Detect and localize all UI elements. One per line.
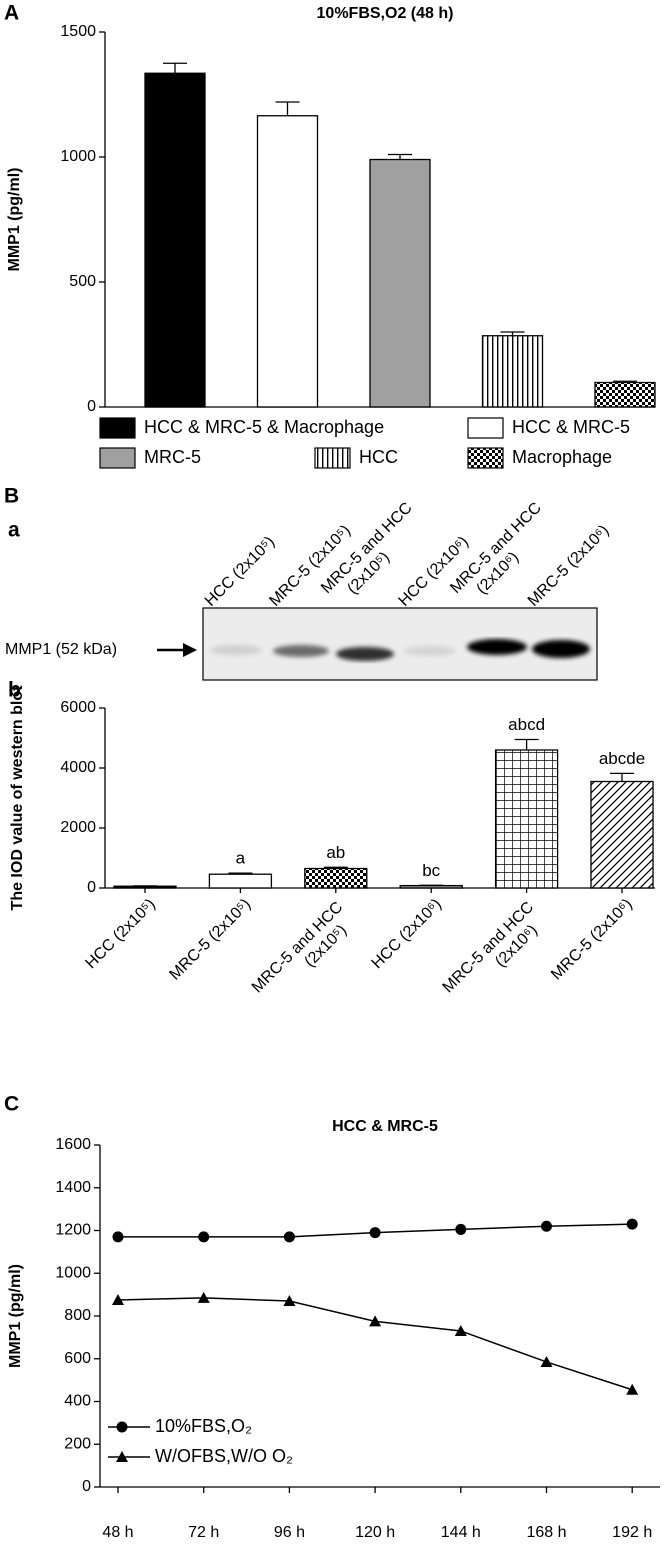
y-tick-label: 400 [64,1393,91,1410]
y-tick-label: 0 [82,1478,91,1495]
legend-label: HCC & MRC-5 & Macrophage [144,417,384,437]
western-blot [202,607,598,681]
legend-label: MRC-5 [144,447,201,467]
panel-label: a [8,519,20,542]
marker [197,1291,210,1303]
x-tick-label: MRC-5 (2x10⁶) [548,896,636,984]
bar [369,158,431,408]
x-tick-label: 168 h [526,1524,566,1541]
y-axis-label: The IOD value of western blot [9,685,26,911]
marker [112,1293,124,1305]
legend-swatch [467,447,504,469]
blot-arrow [157,643,197,657]
y-tick-label: 1200 [55,1222,91,1239]
panel-label: C [4,1093,19,1116]
x-tick-label: HCC (2x10⁶) [369,896,445,972]
y-tick-label: 200 [64,1435,91,1452]
marker [454,1324,467,1336]
bar [208,873,273,889]
blot-lane-label: MRC-5 (2x10⁶) [525,522,613,610]
y-tick-label: 1600 [55,1136,91,1153]
legend-label: HCC & MRC-5 [512,417,630,437]
y-tick-label: 1000 [60,148,96,165]
legend-swatch [99,447,136,469]
legend-label: Macrophage [512,447,612,467]
x-tick-label: 192 h [612,1524,652,1541]
marker [283,1231,295,1243]
marker [455,1223,467,1235]
marker [626,1218,638,1230]
x-tick-label: 144 h [441,1524,481,1541]
bar [304,867,368,889]
panel-label: B [4,485,19,508]
y-tick-label: 6000 [60,699,96,716]
y-tick-label: 600 [64,1350,91,1367]
y-tick-label: 1500 [60,23,96,40]
y-tick-label: 2000 [60,819,96,836]
marker [283,1295,296,1307]
marker [112,1231,124,1243]
bar [399,884,463,889]
marker [626,1383,639,1395]
legend-marker [116,1451,128,1462]
significance-label: ab [326,843,345,862]
chart-title: 10%FBS,O2 (48 h) [317,5,454,22]
blot-marker-label: MMP1 (52 kDa) [5,641,117,658]
y-tick-label: 0 [87,879,96,896]
legend-swatch [99,417,136,439]
x-tick-label: 48 h [102,1524,133,1541]
legend-swatch [314,447,351,469]
legend-label: 10%FBS,O₂ [155,1416,252,1436]
x-tick-label: MRC-5 and HCC (2x10⁵) [249,896,363,1010]
y-tick-label: 1000 [55,1264,91,1281]
bar [594,381,656,408]
bar [494,749,559,889]
legend-swatch [467,417,504,439]
significance-label: bc [422,861,440,880]
y-tick-label: 800 [64,1307,91,1324]
x-tick-label: HCC (2x10⁵) [82,896,158,972]
significance-label: a [236,849,246,868]
legend-marker [116,1421,128,1433]
bar [481,335,544,408]
marker [540,1355,553,1367]
line [117,1297,633,1391]
x-tick-label: MRC-5 and HCC (2x10⁶) [440,896,554,1010]
legend-label: HCC [359,447,398,467]
y-tick-label: 0 [87,398,96,415]
panel-label: A [4,2,19,25]
y-axis-label: MMP1 (pg/ml) [6,168,23,272]
significance-label: abcd [508,715,545,734]
bar [144,72,206,408]
x-tick-label: 120 h [355,1524,395,1541]
y-axis-label: MMP1 (pg/ml) [7,1264,24,1368]
panel-label: b [8,679,21,702]
y-tick-label: 500 [69,273,96,290]
marker [369,1227,381,1239]
x-tick-label: 96 h [274,1524,305,1541]
x-tick-label: MRC-5 (2x10⁵) [166,896,254,984]
marker [198,1231,210,1243]
chart-title: HCC & MRC-5 [332,1118,438,1135]
marker [369,1315,382,1327]
y-tick-label: 1400 [55,1179,91,1196]
x-tick-label: 72 h [188,1524,219,1541]
legend-label: W/OFBS,W/O O₂ [155,1446,293,1466]
y-tick-label: 4000 [60,759,96,776]
bar [256,115,319,408]
marker [541,1220,552,1232]
significance-label: abcde [599,749,645,768]
bar [590,780,654,889]
